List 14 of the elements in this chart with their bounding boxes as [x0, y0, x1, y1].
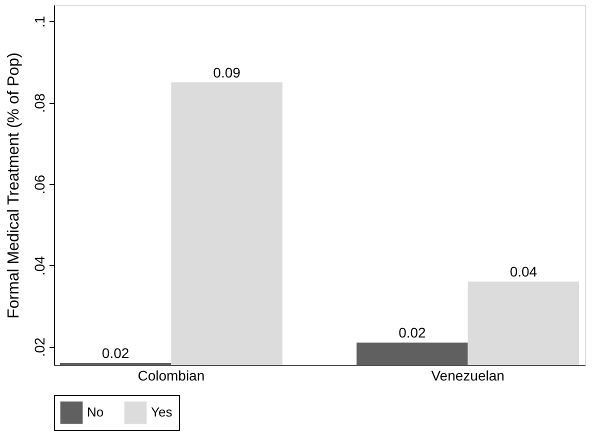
y-tick-label: .08: [32, 93, 48, 113]
y-axis-title: Formal Medical Treatment (% of Pop): [6, 52, 22, 318]
legend-label: No: [87, 404, 104, 420]
data-label: 0.02: [398, 324, 426, 341]
x-tick-label: Venezuelan: [431, 368, 504, 384]
y-tick-label: .1: [32, 16, 48, 28]
y-tick-label: .06: [32, 174, 48, 194]
x-tick-label: Colombian: [138, 368, 205, 384]
y-tick-label: .02: [32, 337, 48, 357]
data-label: 0.04: [510, 264, 538, 280]
legend-label: Yes: [151, 404, 173, 420]
data-label: 0.09: [213, 64, 241, 80]
data-label: 0.02: [102, 344, 130, 361]
y-tick-label: .04: [32, 256, 48, 276]
